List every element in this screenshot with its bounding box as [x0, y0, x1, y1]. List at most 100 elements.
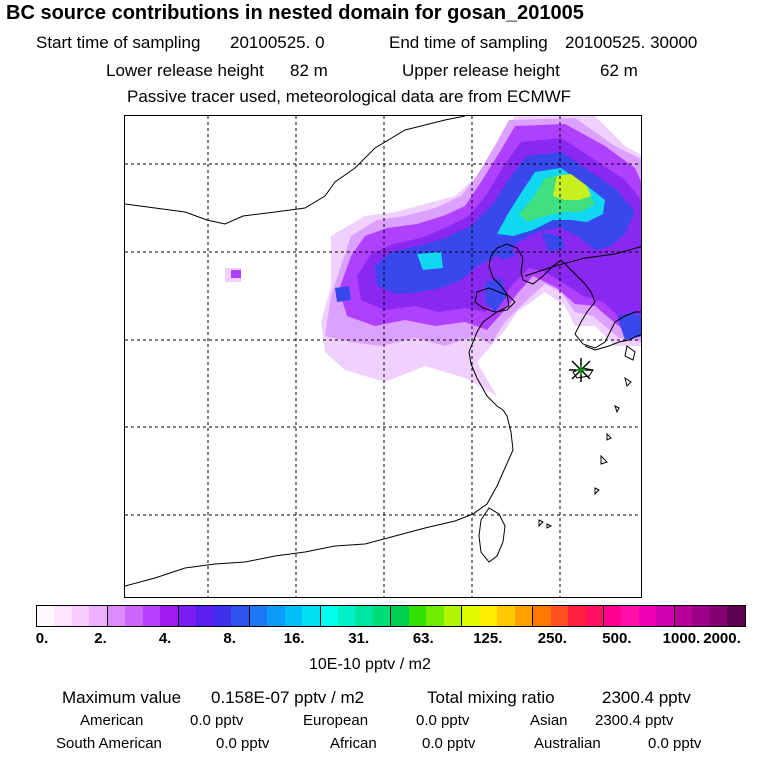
region-value-australian: 0.0 pptv [648, 735, 702, 752]
sampling-start-value: 20100525. 0 [230, 33, 325, 52]
colorbar-segment [585, 606, 603, 626]
northern-border [125, 116, 466, 225]
colorbar-tick-label: 63. [412, 630, 434, 647]
ryukyu-island [546, 523, 553, 529]
colorbar-tick-label: 8. [223, 630, 236, 647]
colorbar-segment [54, 606, 72, 626]
shandong-peninsula [474, 287, 516, 313]
taiwan [478, 507, 506, 563]
colorbar-segment [390, 606, 409, 626]
colorbar-segment [514, 606, 533, 626]
region-name-south-american: South American [56, 735, 162, 752]
gridlines [125, 116, 641, 597]
region-value-african: 0.0 pptv [422, 735, 476, 752]
total-mixing-value: 2300.4 pptv [602, 688, 691, 707]
map-panel [124, 115, 642, 598]
ryukyu-island [538, 519, 544, 528]
colorbar-segment [426, 606, 444, 626]
release-upper-value: 62 m [600, 61, 638, 80]
korea-manchuria-border [524, 246, 641, 277]
release-lower-value: 82 m [290, 61, 328, 80]
colorbar-segment [408, 606, 427, 626]
colorbar-segment [550, 606, 569, 626]
colorbar [36, 605, 746, 627]
colorbar-segment [621, 606, 639, 626]
colorbar-tick-label: 2000. [703, 630, 741, 647]
max-value-label: Maximum value [62, 688, 182, 707]
region-value-american: 0.0 pptv [190, 712, 244, 729]
ryukyu-island [624, 376, 632, 387]
plume-blue-patch [541, 232, 565, 252]
colorbar-segment [106, 606, 126, 626]
total-mixing-label: Total mixing ratio [427, 688, 555, 707]
plume-yellow [553, 174, 591, 200]
colorbar-segment [692, 606, 710, 626]
region-value-south-american: 0.0 pptv [216, 735, 270, 752]
colorbar-segment [337, 606, 356, 626]
colorbar-segment [160, 606, 178, 626]
colorbar-segment [213, 606, 232, 626]
colorbar-segment [673, 606, 693, 626]
max-value: 0.158E-07 pptv / m2 [211, 688, 365, 707]
plume-blue-patch [335, 286, 351, 302]
colorbar-segment [196, 606, 214, 626]
colorbar-segment [638, 606, 657, 626]
colorbar-tick-label: 500. [602, 630, 632, 647]
colorbar-segment [532, 606, 551, 626]
colorbar-segment [89, 606, 107, 626]
plume-blue-patch [617, 312, 641, 340]
ryukyu-island [606, 432, 612, 441]
colorbar-unit: 10E-10 pptv / m2 [309, 656, 431, 673]
colorbar-segment [248, 606, 268, 626]
colorbar-tick-label: 125. [473, 630, 503, 647]
region-value-european: 0.0 pptv [416, 712, 470, 729]
colorbar-segment [603, 606, 622, 626]
release-upper-label: Upper release height [402, 61, 560, 80]
plume-isolated-core [231, 270, 241, 278]
colorbar-segment [302, 606, 320, 626]
colorbar-segment [71, 606, 90, 626]
gosan-station-marker [569, 358, 593, 382]
colorbar-tick-label: 4. [158, 630, 172, 647]
colorbar-tick-label: 31. [348, 630, 370, 647]
colorbar-segment [142, 606, 161, 626]
colorbar-segment [319, 606, 338, 626]
region-value-asian: 2300.4 pptv [595, 712, 674, 729]
korea-south-coast [584, 334, 641, 351]
colorbar-segment [37, 606, 55, 626]
plot-title: BC source contributions in nested domain… [6, 2, 584, 24]
region-name-european: European [303, 712, 369, 729]
ryukyu-island [600, 454, 608, 465]
colorbar-segment [656, 606, 674, 626]
plume-cyan-patch [417, 252, 443, 270]
sampling-end-value: 20100525. 30000 [565, 33, 698, 52]
colorbar-segment [284, 606, 303, 626]
colorbar-tick-label: 16. [283, 630, 305, 647]
colorbar-segment [461, 606, 480, 626]
colorbar-segment [709, 606, 728, 626]
china-coast [125, 243, 641, 587]
colorbar-segment [125, 606, 143, 626]
colorbar-tick-label: 0. [35, 630, 49, 647]
map-canvas [125, 116, 641, 597]
colorbar-tick-label: 1000. [662, 630, 701, 647]
colorbar-segment [177, 606, 197, 626]
tracer-note: Passive tracer used, meteorological data… [127, 87, 572, 106]
colorbar-segment [372, 606, 391, 626]
region-name-asian: Asian [530, 712, 568, 729]
region-name-african: African [330, 735, 377, 752]
colorbar-tick-label: 250. [537, 630, 567, 647]
colorbar-segment [727, 606, 745, 626]
sampling-end-label: End time of sampling [389, 33, 548, 52]
sampling-start-label: Start time of sampling [36, 33, 201, 52]
colorbar-segment [355, 606, 373, 626]
release-lower-label: Lower release height [106, 61, 264, 80]
ryukyu-island [594, 487, 600, 496]
region-name-australian: Australian [534, 735, 601, 752]
region-name-american: American [80, 712, 144, 729]
colorbar-segment [497, 606, 515, 626]
coastlines [125, 116, 641, 587]
kyushu-island [624, 345, 636, 361]
colorbar-tick-label: 2. [94, 630, 107, 647]
concentration-field [225, 116, 641, 396]
